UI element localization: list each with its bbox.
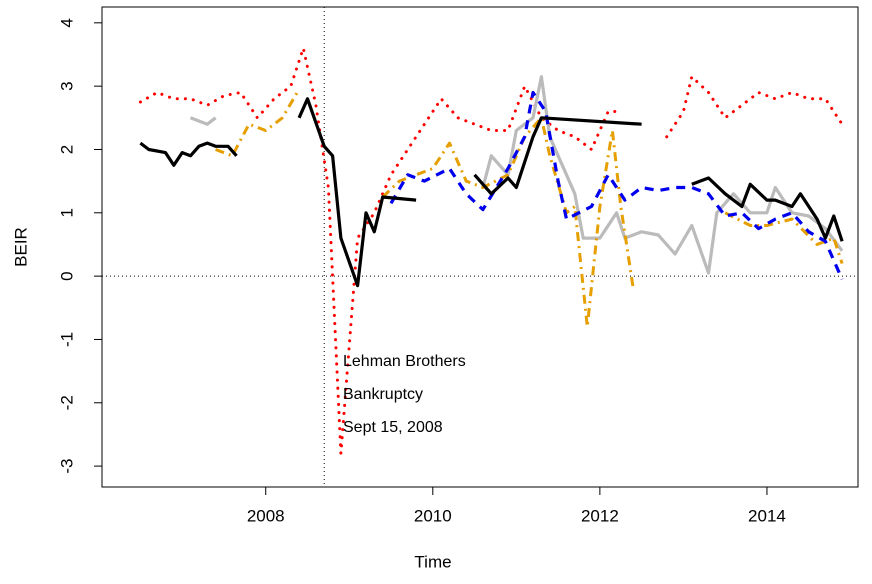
x-axis-label: Time bbox=[414, 552, 451, 571]
series-line bbox=[389, 90, 844, 280]
annotation: Bankruptcy bbox=[343, 386, 423, 403]
series-line bbox=[139, 97, 844, 288]
y-tick-label: -3 bbox=[57, 459, 76, 474]
y-tick-label: 1 bbox=[57, 208, 76, 217]
y-tick-label: 0 bbox=[57, 271, 76, 280]
y-axis-label: BEIR bbox=[11, 227, 30, 267]
x-tick-label: 2012 bbox=[581, 506, 619, 525]
y-tick-label: 3 bbox=[57, 81, 76, 90]
series-line bbox=[138, 46, 844, 455]
x-tick-label: 2010 bbox=[414, 506, 452, 525]
y-tick-label: 4 bbox=[57, 18, 76, 27]
y-tick-label: 2 bbox=[57, 145, 76, 154]
y-tick-label: -2 bbox=[57, 395, 76, 410]
y-tick-label: -1 bbox=[57, 332, 76, 347]
annotation: Sept 15, 2008 bbox=[343, 419, 443, 436]
x-tick-label: 2014 bbox=[748, 506, 786, 525]
x-tick-label: 2008 bbox=[247, 506, 285, 525]
series-line bbox=[215, 88, 844, 329]
plot-frame bbox=[101, 6, 859, 488]
annotation: Lehman Brothers bbox=[343, 353, 466, 370]
series-line bbox=[189, 75, 844, 275]
